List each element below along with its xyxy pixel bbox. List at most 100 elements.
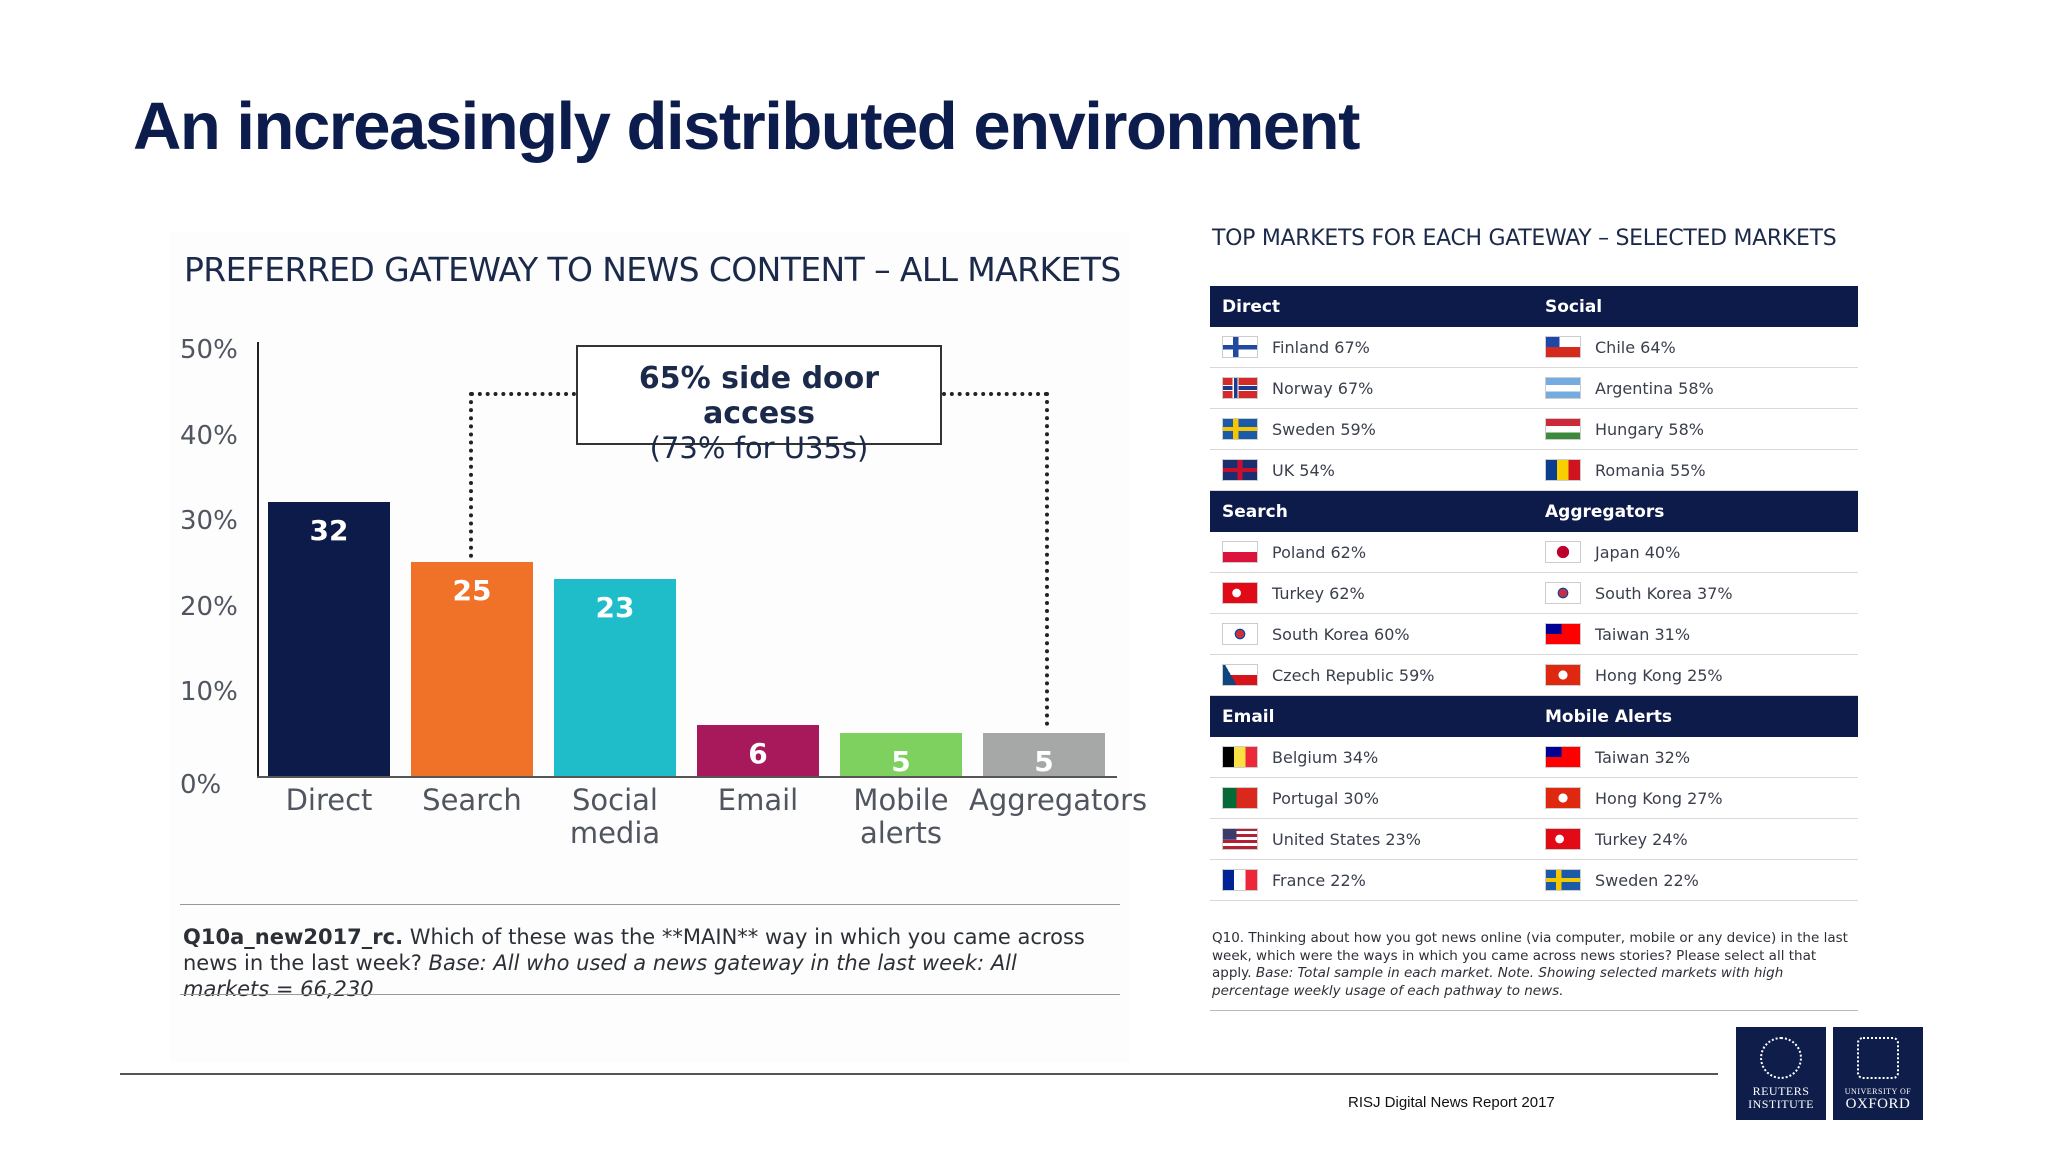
market-value: Sweden 59%	[1272, 419, 1376, 439]
table-cell: Belgium 34%	[1210, 746, 1533, 768]
table-row: Czech Republic 59% Hong Kong 25%	[1210, 655, 1858, 696]
callout-sub-text: (73% for U35s)	[649, 431, 869, 465]
gateway-header-mobile-alerts: Mobile Alerts	[1545, 706, 1673, 727]
portugal-flag-icon	[1222, 787, 1258, 809]
market-value: Belgium 34%	[1272, 747, 1379, 767]
x-category-label: Direct	[285, 783, 373, 817]
norway-flag-icon	[1222, 377, 1258, 399]
y-tick-label: 10%	[180, 677, 238, 708]
bar-mobile-alerts	[840, 733, 962, 776]
romania-flag-icon	[1545, 459, 1581, 481]
market-value: Hong Kong 25%	[1595, 665, 1723, 685]
market-value: Czech Republic 59%	[1272, 665, 1435, 685]
table-cell: Finland 67%	[1210, 336, 1533, 358]
bar-search	[411, 562, 533, 776]
x-category-label: Aggregators	[969, 783, 1148, 817]
market-value: South Korea 60%	[1272, 624, 1410, 644]
table-section-header: Search Aggregators	[1210, 491, 1858, 532]
sweden-flag-icon	[1545, 869, 1581, 891]
market-value: Chile 64%	[1595, 337, 1676, 357]
table-cell: Hong Kong 25%	[1533, 664, 1856, 686]
gateway-table: Direct Social Finland 67% Chile 64% Norway 6…	[1210, 286, 1858, 901]
table-row: Belgium 34% Taiwan 32%	[1210, 737, 1858, 778]
table-cell: Taiwan 32%	[1533, 746, 1856, 768]
y-tick-label: 20%	[180, 591, 238, 622]
x-axis	[257, 776, 1117, 778]
table-footnote-base: Base: Total sample in each market. Note.…	[1212, 965, 1784, 999]
slide-title: An increasingly distributed environment	[133, 89, 1360, 164]
table-cell: South Korea 60%	[1210, 623, 1533, 645]
market-value: Japan 40%	[1595, 542, 1681, 562]
source-credit: RISJ Digital News Report 2017	[1348, 1094, 1555, 1111]
gateway-header-direct: Direct	[1222, 296, 1281, 317]
chart-title: PREFERRED GATEWAY TO NEWS CONTENT – ALL …	[184, 250, 1121, 289]
table-footnote-rule	[1210, 1010, 1858, 1011]
table-cell: Czech Republic 59%	[1210, 664, 1533, 686]
x-category-label: Email	[717, 783, 799, 817]
y-tick-label: 50%	[180, 335, 238, 365]
market-value: Hong Kong 27%	[1595, 788, 1723, 808]
table-cell: Taiwan 31%	[1533, 623, 1856, 645]
callout-connector-right	[942, 392, 1048, 396]
side-door-callout: 65% side door access (73% for U35s)	[576, 345, 942, 465]
x-category-label: Social media	[569, 783, 661, 850]
table-row: UK 54% Romania 55%	[1210, 450, 1858, 491]
table-cell: Turkey 24%	[1533, 828, 1856, 850]
market-value: Turkey 24%	[1595, 829, 1688, 849]
market-value: UK 54%	[1272, 460, 1335, 480]
table-cell: Hong Kong 27%	[1533, 787, 1856, 809]
footnote-code: Q10a_new2017_rc.	[183, 925, 404, 949]
x-category-label: Mobile alerts	[853, 783, 949, 850]
oxford-crest-icon	[1857, 1037, 1899, 1079]
gateway-header-aggregators: Aggregators	[1545, 501, 1665, 522]
table-row: United States 23% Turkey 24%	[1210, 819, 1858, 860]
table-row: South Korea 60% Taiwan 31%	[1210, 614, 1858, 655]
gateway-header-search: Search	[1222, 501, 1288, 522]
hong-kong-flag-icon	[1545, 787, 1581, 809]
table-cell: United States 23%	[1210, 828, 1533, 850]
sweden-flag-icon	[1222, 418, 1258, 440]
y-tick-label: 0%	[180, 770, 222, 800]
hungary-flag-icon	[1545, 418, 1581, 440]
x-category-label: Search	[422, 783, 522, 817]
bar-value-label: 25	[452, 574, 492, 607]
market-value: Finland 67%	[1272, 337, 1370, 357]
table-cell: UK 54%	[1210, 459, 1533, 481]
bar-value-label: 23	[595, 591, 635, 625]
market-value: Hungary 58%	[1595, 419, 1704, 439]
table-cell: Sweden 59%	[1210, 418, 1533, 440]
table-cell: South Korea 37%	[1533, 582, 1856, 604]
table-cell: Portugal 30%	[1210, 787, 1533, 809]
table-cell: Turkey 62%	[1210, 582, 1533, 604]
table-cell: Poland 62%	[1210, 541, 1533, 563]
belgium-flag-icon	[1222, 746, 1258, 768]
table-row: Poland 62% Japan 40%	[1210, 532, 1858, 573]
table-row: Finland 67% Chile 64%	[1210, 327, 1858, 368]
table-footnote-question: Q10. Thinking about how you got news onl…	[1212, 930, 1848, 981]
chart-footnote: Q10a_new2017_rc. Which of these was the …	[183, 924, 1103, 1002]
table-row: Norway 67% Argentina 58%	[1210, 368, 1858, 409]
table-section-header: Email Mobile Alerts	[1210, 696, 1858, 737]
table-row: France 22% Sweden 22%	[1210, 860, 1858, 901]
table-cell: Norway 67%	[1210, 377, 1533, 399]
chile-flag-icon	[1545, 336, 1581, 358]
gateway-header-social: Social	[1545, 296, 1603, 317]
table-cell: France 22%	[1210, 869, 1533, 891]
y-tick-label: 40%	[180, 420, 238, 451]
market-value: United States 23%	[1272, 829, 1421, 849]
table-cell: Japan 40%	[1533, 541, 1856, 563]
table-cell: Romania 55%	[1533, 459, 1856, 481]
bar-social-media	[554, 579, 676, 776]
turkey-flag-icon	[1545, 828, 1581, 850]
footnote-question: Which of these was the **MAIN** way in w…	[183, 925, 1085, 975]
market-value: Poland 62%	[1272, 542, 1367, 562]
callout-connector-right-drop	[1045, 392, 1049, 726]
united-states-flag-icon	[1222, 828, 1258, 850]
table-cell: Argentina 58%	[1533, 377, 1856, 399]
turkey-flag-icon	[1222, 582, 1258, 604]
bar-value-label: 5	[1034, 745, 1054, 779]
table-title: TOP MARKETS FOR EACH GATEWAY – SELECTED …	[1212, 226, 1837, 251]
bar-value-label: 6	[748, 736, 768, 770]
bar-direct	[268, 502, 390, 776]
gateway-header-email: Email	[1222, 706, 1275, 727]
